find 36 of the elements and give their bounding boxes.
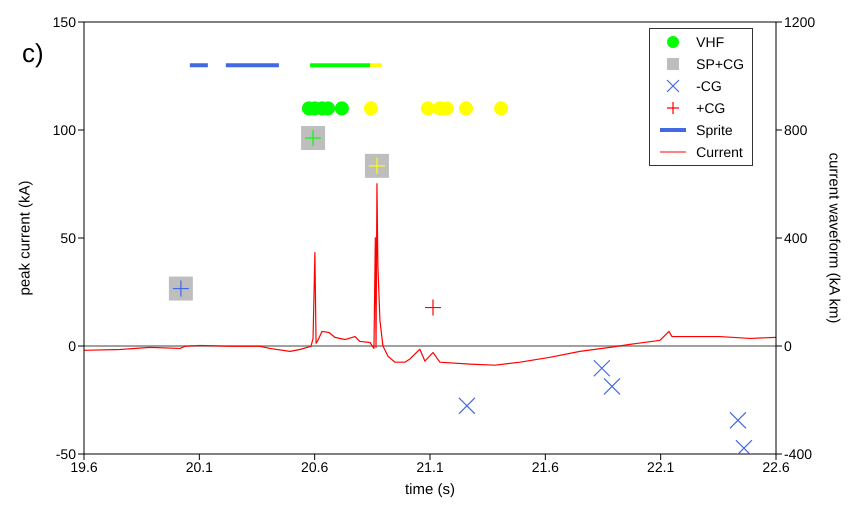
point	[424, 298, 442, 316]
point	[593, 360, 610, 377]
point	[420, 101, 435, 116]
y-tick-label: 100	[52, 122, 76, 138]
point	[168, 276, 193, 301]
legend-label: VHF	[696, 34, 724, 50]
x-tick-label: 21.6	[532, 458, 560, 475]
point	[364, 154, 389, 178]
point	[364, 101, 378, 116]
legend-label: SP+CG	[696, 56, 744, 72]
y2-tick-label: 1200	[784, 14, 816, 30]
legend-label: Sprite	[696, 122, 733, 138]
y2-tick-label: 0	[784, 338, 792, 354]
text: c)	[22, 38, 44, 69]
point	[603, 378, 621, 395]
legend-label: -CG	[696, 78, 722, 94]
y-tick-label: 0	[68, 338, 76, 354]
y-tick-label: 50	[60, 230, 76, 246]
line-series	[84, 183, 776, 366]
point	[458, 397, 476, 414]
x-tick-label: 22.1	[647, 458, 675, 475]
x-tick-label: 20.1	[186, 458, 214, 475]
y-tick-label: 150	[52, 14, 76, 30]
legend-label: +CG	[696, 100, 726, 116]
legend-label: Current	[696, 144, 743, 160]
x-axis-title: time (s)	[405, 481, 455, 498]
x-tick-label: 21.1	[416, 458, 444, 475]
point	[458, 101, 473, 116]
y2-axis-title: current waveform (kA km)	[826, 152, 843, 324]
point	[494, 101, 508, 116]
y2-tick-label: 400	[784, 230, 808, 246]
point	[301, 126, 326, 150]
point	[729, 412, 747, 429]
x-tick-label: 20.6	[301, 458, 329, 475]
y2-tick-label: 800	[784, 122, 808, 138]
y-axis-title: peak current (kA)	[16, 180, 34, 296]
